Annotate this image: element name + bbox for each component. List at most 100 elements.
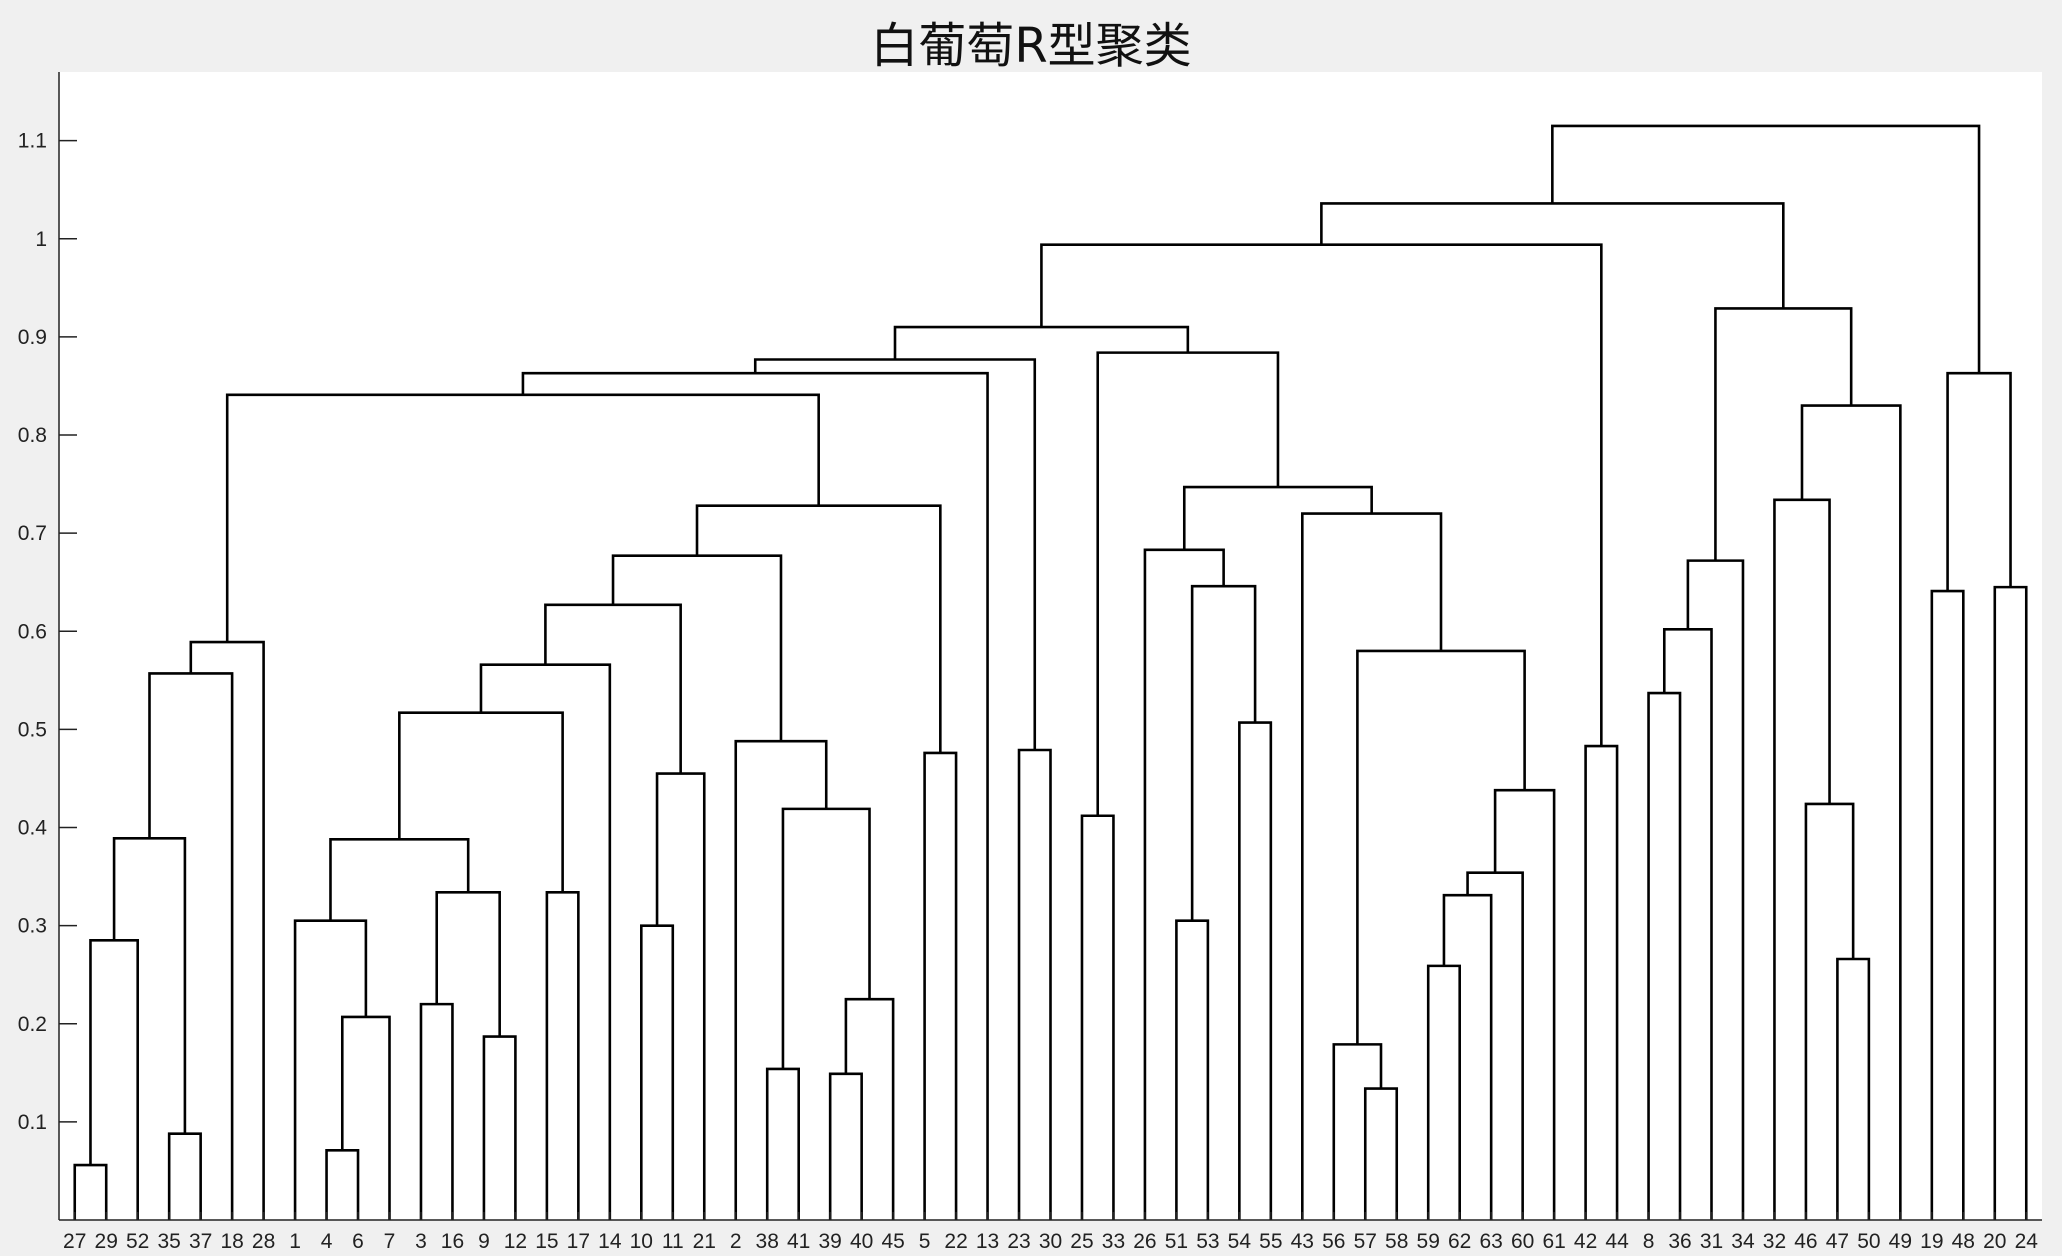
x-tick-label: 56 [1322, 1230, 1345, 1253]
x-tick-label: 21 [693, 1230, 716, 1253]
x-tick-label: 16 [441, 1230, 464, 1253]
dendrogram-link-3 [1363, 1087, 1399, 1220]
x-tick-label: 34 [1731, 1230, 1755, 1253]
x-tick-label: 28 [252, 1230, 275, 1253]
x-tick-label: 53 [1196, 1230, 1219, 1253]
x-tick-label: 46 [1794, 1230, 1817, 1253]
x-tick-label: 40 [850, 1230, 873, 1253]
x-tick-label: 45 [881, 1230, 904, 1253]
x-tick-label: 5 [919, 1230, 931, 1253]
axes: 0.10.20.30.40.50.60.70.80.911.127 29 52 35 3… [18, 72, 2042, 1253]
y-tick-label: 0.8 [18, 424, 47, 447]
dendrogram-link-40 [544, 603, 682, 774]
dendrogram-link-55 [753, 358, 1037, 751]
dendrogram-link-52 [225, 393, 820, 643]
dendrogram-link-29 [1017, 748, 1052, 1220]
x-tick-label: 47 [1826, 1230, 1849, 1253]
x-tick-label: 30 [1039, 1230, 1062, 1253]
dendrogram-link-39 [1662, 628, 1713, 1220]
dendrogram-link-49 [1773, 498, 1831, 1220]
x-tick-label: 50 [1857, 1230, 1880, 1253]
dendrogram-link-2 [325, 1149, 360, 1220]
dendrogram-link-10 [844, 997, 895, 1220]
dendrogram-link-12 [1836, 957, 1871, 1220]
x-tick-label: 13 [976, 1230, 999, 1253]
x-tick-label: 60 [1511, 1230, 1534, 1253]
dendrogram-link-5 [765, 1067, 800, 1220]
dendrogram-links [73, 124, 2028, 1220]
x-tick-label: 59 [1417, 1230, 1440, 1253]
x-tick-label: 48 [1952, 1230, 1975, 1253]
x-tick-label: 25 [1070, 1230, 1093, 1253]
dendrogram-link-24 [781, 807, 871, 1069]
x-tick-label: 19 [1920, 1230, 1943, 1253]
y-tick-label: 0.1 [18, 1111, 47, 1134]
dendrogram-link-44 [1686, 559, 1745, 1220]
dendrogram-link-13 [89, 939, 139, 1220]
x-tick-label: 9 [478, 1230, 490, 1253]
dendrogram-link-46 [1143, 548, 1225, 1220]
dendrogram-link-48 [695, 504, 942, 753]
x-tick-label: 39 [818, 1230, 841, 1253]
x-tick-label: 33 [1102, 1230, 1125, 1253]
dendrogram-link-45 [611, 554, 783, 742]
dendrogram-link-59 [1040, 243, 1603, 747]
y-tick-label: 1.1 [18, 130, 47, 153]
y-tick-label: 0.7 [18, 522, 47, 545]
dendrogram-link-7 [482, 1035, 517, 1220]
x-tick-label: 17 [567, 1230, 590, 1253]
y-tick-label: 0.2 [18, 1013, 47, 1036]
dendrogram-link-61 [1551, 124, 1981, 374]
x-tick-label: 23 [1007, 1230, 1030, 1253]
x-tick-label: 26 [1133, 1230, 1156, 1253]
x-tick-label: 49 [1889, 1230, 1912, 1253]
dendrogram-link-6 [1332, 1043, 1383, 1220]
x-tick-label: 4 [321, 1230, 333, 1253]
x-tick-label: 29 [95, 1230, 118, 1253]
x-tick-label: 31 [1700, 1230, 1723, 1253]
x-tick-label: 61 [1542, 1230, 1565, 1253]
x-tick-label: 6 [352, 1230, 364, 1253]
x-tick-label: 52 [126, 1230, 149, 1253]
dendrogram-link-35 [148, 672, 234, 1220]
x-tick-label: 8 [1643, 1230, 1655, 1253]
x-tick-label: 3 [415, 1230, 427, 1253]
chart-title: 白葡萄R型聚类 [870, 18, 1192, 74]
x-tick-label: 43 [1291, 1230, 1314, 1253]
x-tick-label: 38 [756, 1230, 779, 1253]
x-tick-label: 42 [1574, 1230, 1597, 1253]
x-tick-label: 57 [1354, 1230, 1377, 1253]
x-tick-label: 1 [289, 1230, 301, 1253]
x-tick-label: 37 [189, 1230, 212, 1253]
x-tick-label: 10 [630, 1230, 653, 1253]
y-tick-label: 0.3 [18, 915, 47, 938]
x-tick-label: 51 [1165, 1230, 1188, 1253]
x-tick-label: 7 [384, 1230, 396, 1253]
x-tick-label: 11 [662, 1230, 684, 1253]
x-tick-label: 54 [1228, 1230, 1252, 1253]
y-tick-label: 0.9 [18, 326, 47, 349]
dendrogram-link-27 [655, 772, 706, 1220]
x-tick-label: 12 [504, 1230, 527, 1253]
dendrogram-link-25 [1804, 802, 1855, 1220]
x-tick-label: 32 [1763, 1230, 1786, 1253]
x-tick-label: 58 [1385, 1230, 1408, 1253]
x-tick-label: 55 [1259, 1230, 1282, 1253]
x-tick-label: 14 [598, 1230, 622, 1253]
dendrogram-link-21 [329, 837, 470, 921]
y-tick-label: 0.6 [18, 620, 47, 643]
x-tick-label: 63 [1479, 1230, 1502, 1253]
x-tick-label: 24 [2015, 1230, 2039, 1253]
x-tick-label: 44 [1605, 1230, 1629, 1253]
dendrogram-link-22 [112, 837, 187, 1134]
x-tick-label: 41 [787, 1230, 810, 1253]
dendrogram-link-36 [479, 663, 612, 1220]
dendrogram-link-26 [1493, 788, 1556, 1220]
dendrogram-link-9 [419, 1002, 454, 1220]
x-tick-label: 62 [1448, 1230, 1471, 1253]
y-tick-label: 1 [35, 228, 47, 251]
x-tick-label: 18 [220, 1230, 243, 1253]
x-tick-label: 20 [1983, 1230, 2006, 1253]
